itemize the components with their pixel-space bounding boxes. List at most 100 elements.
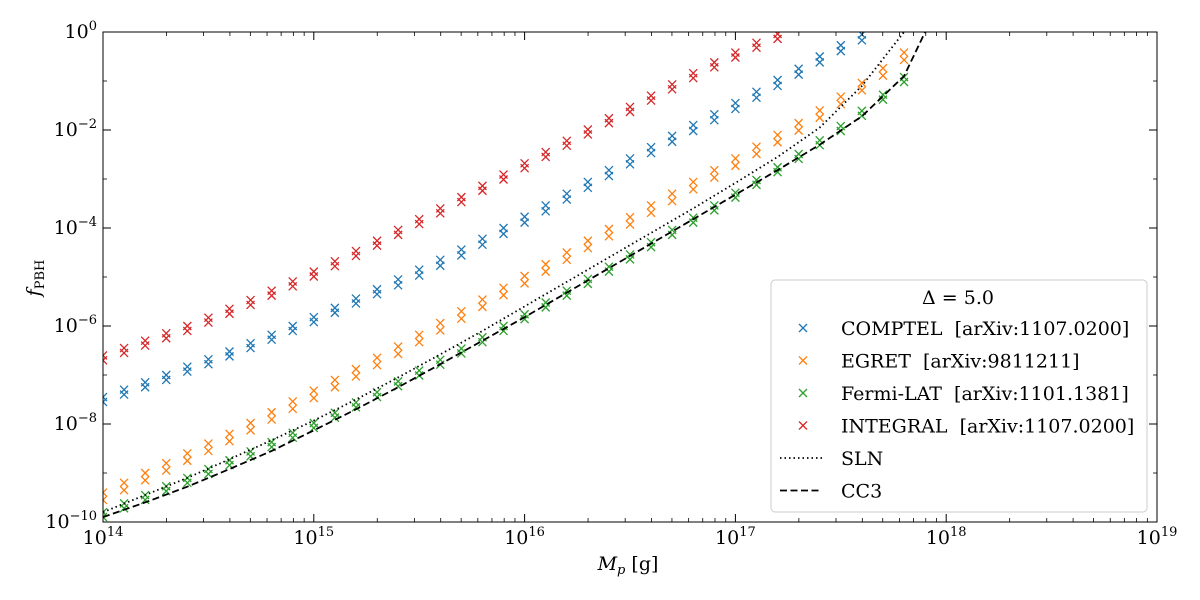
- point-egret: [103, 495, 108, 505]
- point-egret: [351, 364, 361, 374]
- x-axis-label: Mp [g]: [597, 553, 659, 578]
- point-comptel: [857, 35, 867, 45]
- x-tick-label: 1017: [715, 525, 756, 549]
- point-comptel: [309, 317, 319, 327]
- point-integral: [225, 309, 234, 319]
- point-fermi-lat: [752, 180, 761, 190]
- point-egret: [182, 448, 192, 458]
- point-egret: [794, 118, 804, 128]
- point-comptel: [794, 70, 804, 80]
- point-comptel: [730, 104, 740, 114]
- legend-marker: [798, 323, 808, 333]
- point-egret: [815, 105, 825, 115]
- point-egret: [267, 407, 277, 417]
- point-integral: [372, 241, 382, 251]
- point-egret: [225, 436, 234, 446]
- point-egret: [583, 236, 593, 246]
- point-integral: [161, 333, 171, 343]
- point-comptel: [836, 46, 846, 56]
- point-integral: [667, 84, 677, 94]
- point-egret: [541, 259, 551, 269]
- point-comptel: [583, 183, 593, 193]
- point-egret: [857, 85, 867, 95]
- legend-entries: COMPTEL [arXiv:1107.0200] EGRET [arXiv:98…: [780, 318, 1134, 503]
- legend-entry: SLN: [780, 448, 883, 470]
- point-integral: [709, 62, 719, 72]
- point-comptel: [752, 93, 761, 103]
- point-egret: [161, 458, 171, 468]
- point-comptel: [393, 280, 403, 290]
- plot-marks: [103, 32, 926, 522]
- point-integral: [604, 118, 614, 128]
- point-egret: [878, 63, 888, 73]
- point-egret: [477, 302, 487, 312]
- point-comptel: [351, 299, 361, 308]
- point-comptel: [667, 137, 677, 147]
- point-egret: [372, 353, 382, 363]
- point-comptel: [625, 159, 635, 169]
- point-egret: [103, 488, 108, 498]
- x-tick-label: 1014: [83, 525, 124, 549]
- point-fermi-lat: [625, 254, 635, 264]
- point-comptel: [119, 390, 129, 400]
- point-integral: [456, 197, 466, 207]
- y-tick-label: 10−8: [54, 411, 97, 435]
- point-comptel: [562, 195, 572, 205]
- point-egret: [667, 189, 677, 199]
- point-integral: [246, 300, 256, 310]
- point-integral: [119, 348, 129, 358]
- point-egret: [583, 243, 593, 253]
- point-egret: [456, 314, 466, 324]
- point-egret: [604, 231, 614, 241]
- point-integral: [477, 186, 487, 196]
- series-integral: [103, 32, 783, 365]
- legend-label: EGRET [arXiv:9811211]: [841, 351, 1080, 373]
- point-egret: [414, 337, 424, 347]
- legend-box: [770, 279, 1148, 513]
- point-comptel: [330, 308, 340, 318]
- point-egret: [435, 325, 445, 335]
- point-egret: [288, 397, 298, 406]
- point-integral: [583, 129, 593, 139]
- point-integral: [309, 272, 319, 281]
- point-egret: [414, 330, 424, 340]
- point-egret: [499, 283, 508, 293]
- point-integral: [182, 326, 192, 336]
- point-comptel: [140, 382, 150, 392]
- point-integral: [103, 355, 108, 365]
- point-integral: [520, 163, 530, 173]
- point-comptel: [541, 206, 551, 216]
- point-fermi-lat: [203, 469, 213, 479]
- point-egret: [646, 208, 656, 218]
- point-egret: [794, 126, 804, 135]
- point-fermi-lat: [730, 193, 740, 203]
- series-egret: [103, 48, 909, 505]
- legend-entry: COMPTEL [arXiv:1107.0200]: [798, 318, 1129, 340]
- point-fermi-lat: [330, 413, 340, 423]
- point-comptel: [246, 343, 256, 353]
- point-integral: [688, 73, 698, 83]
- point-egret: [836, 92, 846, 102]
- point-egret: [203, 446, 213, 456]
- point-egret: [309, 386, 319, 396]
- point-fermi-lat: [688, 218, 698, 228]
- point-comptel: [688, 126, 698, 136]
- point-integral: [646, 96, 656, 106]
- point-comptel: [709, 115, 719, 125]
- legend-label: CC3: [841, 481, 882, 503]
- point-comptel: [225, 351, 234, 361]
- point-egret: [709, 173, 719, 182]
- point-comptel: [435, 261, 445, 271]
- point-egret: [477, 295, 487, 304]
- point-comptel: [182, 367, 192, 377]
- point-egret: [140, 468, 150, 478]
- point-egret: [246, 425, 256, 435]
- point-egret: [246, 418, 256, 428]
- legend-title: Δ = 5.0: [922, 287, 994, 309]
- point-comptel: [499, 229, 508, 239]
- point-comptel: [161, 375, 171, 385]
- point-comptel: [477, 240, 487, 250]
- legend-marker: [798, 421, 808, 430]
- point-fermi-lat: [103, 512, 108, 522]
- legend-entry: INTEGRAL [arXiv:1107.0200]: [798, 416, 1134, 438]
